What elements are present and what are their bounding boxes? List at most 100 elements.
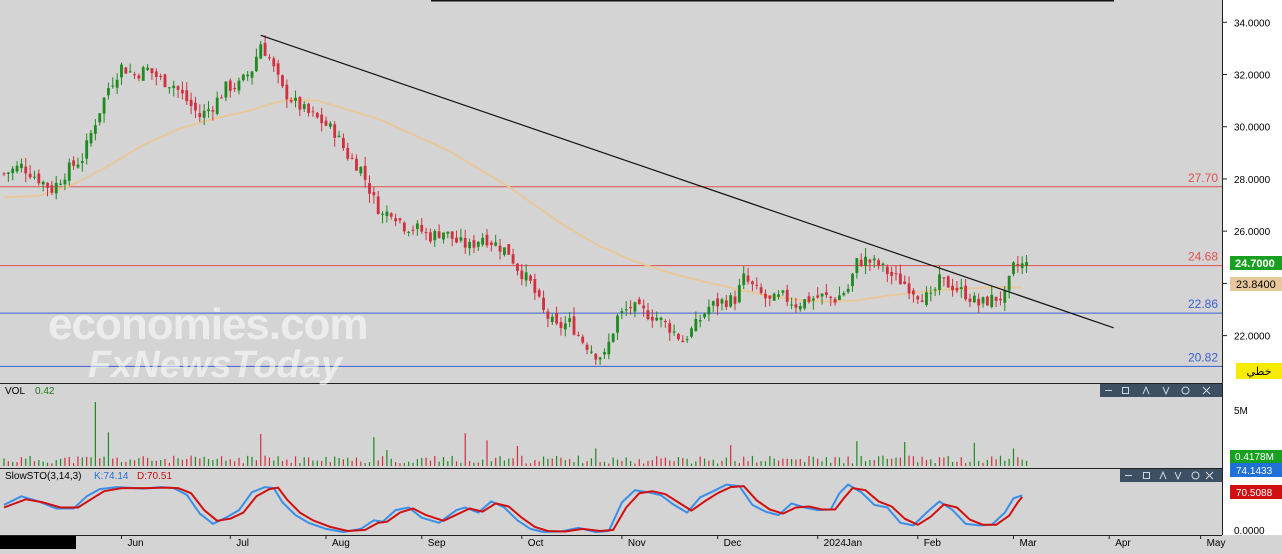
candle-body[interactable] <box>446 231 450 234</box>
candle-body[interactable] <box>63 179 67 185</box>
candle-body[interactable] <box>172 85 176 89</box>
candle-body[interactable] <box>985 296 989 306</box>
candle-body[interactable] <box>33 176 36 178</box>
candle-body[interactable] <box>224 81 228 98</box>
candle-body[interactable] <box>429 232 432 242</box>
candle-body[interactable] <box>855 258 859 274</box>
candle-body[interactable] <box>137 75 141 79</box>
candle-body[interactable] <box>881 263 885 265</box>
candle-body[interactable] <box>864 256 867 266</box>
candle-body[interactable] <box>742 273 746 286</box>
candle-body[interactable] <box>955 287 959 291</box>
candle-body[interactable] <box>990 294 994 307</box>
move-down-icon[interactable] <box>1174 471 1182 481</box>
candle-body[interactable] <box>511 254 515 264</box>
candle-body[interactable] <box>437 231 441 239</box>
candle-body[interactable] <box>694 318 698 332</box>
candle-body[interactable] <box>472 240 476 248</box>
price-panel-bg[interactable] <box>0 0 1222 383</box>
candle-body[interactable] <box>324 120 328 126</box>
candle-body[interactable] <box>546 311 550 319</box>
candle-body[interactable] <box>951 285 954 291</box>
candle-body[interactable] <box>550 316 554 323</box>
candle-body[interactable] <box>442 232 445 240</box>
candle-body[interactable] <box>981 297 985 304</box>
candle-body[interactable] <box>838 295 841 301</box>
move-up-icon[interactable] <box>1142 385 1150 395</box>
candle-body[interactable] <box>198 113 202 118</box>
candle-body[interactable] <box>376 196 380 214</box>
candle-body[interactable] <box>685 339 689 341</box>
close-icon[interactable] <box>1205 471 1214 480</box>
candle-body[interactable] <box>211 110 215 112</box>
candle-body[interactable] <box>167 87 171 89</box>
maximize-icon[interactable] <box>1143 472 1150 479</box>
candle-body[interactable] <box>798 306 802 310</box>
candle-body[interactable] <box>811 298 815 301</box>
candle-body[interactable] <box>659 317 663 320</box>
candle-body[interactable] <box>28 173 32 178</box>
candle-body[interactable] <box>176 86 180 90</box>
candle-body[interactable] <box>598 357 602 360</box>
candle-body[interactable] <box>485 234 489 246</box>
candle-body[interactable] <box>794 304 798 308</box>
candle-body[interactable] <box>476 241 480 247</box>
candle-body[interactable] <box>359 166 363 174</box>
candle-body[interactable] <box>389 213 393 217</box>
candle-body[interactable] <box>877 260 881 266</box>
candle-body[interactable] <box>328 123 332 127</box>
candle-body[interactable] <box>698 320 702 322</box>
candle-body[interactable] <box>633 302 637 312</box>
candle-body[interactable] <box>298 97 302 110</box>
candle-body[interactable] <box>868 259 872 263</box>
candle-body[interactable] <box>259 44 263 59</box>
candle-body[interactable] <box>572 316 576 335</box>
candle-body[interactable] <box>890 271 894 276</box>
candle-body[interactable] <box>968 298 972 302</box>
candle-body[interactable] <box>716 298 720 307</box>
candle-body[interactable] <box>542 297 545 310</box>
candle-body[interactable] <box>398 218 402 221</box>
candle-body[interactable] <box>629 306 632 309</box>
candle-body[interactable] <box>772 293 776 301</box>
candle-body[interactable] <box>829 296 833 298</box>
candle-body[interactable] <box>46 182 49 188</box>
candle-body[interactable] <box>368 183 371 194</box>
candle-body[interactable] <box>189 99 193 106</box>
candle-body[interactable] <box>642 305 646 309</box>
candle-body[interactable] <box>220 97 223 99</box>
candle-body[interactable] <box>420 225 424 232</box>
candle-body[interactable] <box>677 333 680 340</box>
candle-body[interactable] <box>302 104 306 109</box>
candle-body[interactable] <box>146 67 150 70</box>
candle-body[interactable] <box>785 289 789 302</box>
candle-body[interactable] <box>468 242 471 249</box>
candle-body[interactable] <box>433 230 437 241</box>
candle-body[interactable] <box>294 97 297 102</box>
candle-body[interactable] <box>320 114 324 124</box>
candle-body[interactable] <box>820 293 824 297</box>
candle-body[interactable] <box>180 89 184 94</box>
candle-body[interactable] <box>920 300 924 302</box>
candle-body[interactable] <box>268 57 271 59</box>
candle-body[interactable] <box>263 42 267 56</box>
candle-body[interactable] <box>215 97 219 114</box>
candle-body[interactable] <box>529 275 532 281</box>
candle-body[interactable] <box>154 71 158 77</box>
candle-body[interactable] <box>790 304 793 306</box>
candle-body[interactable] <box>994 296 998 301</box>
candle-body[interactable] <box>646 310 650 320</box>
candle-body[interactable] <box>102 97 106 114</box>
candle-body[interactable] <box>655 317 659 321</box>
candle-body[interactable] <box>894 273 898 275</box>
candle-body[interactable] <box>777 294 780 297</box>
candle-body[interactable] <box>594 353 598 360</box>
candle-body[interactable] <box>98 113 102 123</box>
candle-body[interactable] <box>603 352 606 355</box>
candle-body[interactable] <box>85 140 89 159</box>
candle-body[interactable] <box>516 263 519 271</box>
candle-body[interactable] <box>41 181 45 185</box>
candle-body[interactable] <box>824 292 828 295</box>
candle-body[interactable] <box>455 237 458 243</box>
candle-body[interactable] <box>407 231 411 233</box>
